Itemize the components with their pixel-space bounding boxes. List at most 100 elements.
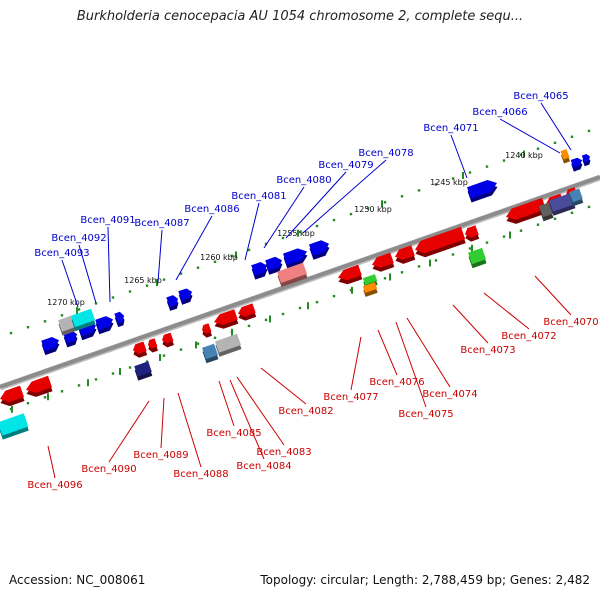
gene-body	[114, 311, 124, 324]
label-leader	[244, 202, 260, 261]
track-dot	[315, 224, 319, 228]
track-dot	[553, 217, 557, 220]
track-dot	[43, 320, 47, 323]
label-leader	[302, 159, 387, 234]
gene-body	[95, 316, 113, 331]
reverse-gene	[395, 245, 416, 264]
gene-body	[372, 252, 394, 268]
gene-body	[133, 341, 147, 354]
label-leader	[263, 186, 305, 249]
gene-body	[202, 323, 212, 334]
gene-body	[415, 226, 466, 254]
reverse-gene	[26, 375, 53, 397]
label-leader	[483, 292, 530, 330]
orange-small-gene	[362, 282, 378, 297]
gene-body	[277, 262, 307, 283]
forward-gene	[251, 262, 268, 280]
reverse-gene	[372, 252, 395, 272]
track-dot	[111, 296, 115, 299]
gene-label-reverse: Bcen_4077	[323, 392, 378, 403]
cyan-gene	[0, 413, 29, 440]
forward-gene	[166, 295, 179, 311]
track-dot	[281, 236, 285, 240]
forward-gene	[95, 316, 114, 335]
gene-body	[134, 361, 152, 377]
gene-label-reverse: Bcen_4096	[27, 480, 82, 491]
track-dot	[485, 165, 489, 168]
gene-body	[581, 154, 590, 163]
gene-label-reverse: Bcen_4084	[236, 461, 291, 472]
track-dot	[196, 342, 200, 345]
label-leader	[452, 304, 489, 344]
reverse-gene	[0, 385, 25, 407]
gene-body	[395, 245, 415, 260]
label-leader	[218, 380, 235, 427]
track-dot	[570, 135, 574, 138]
track-dot	[553, 141, 557, 144]
gene-label-reverse: Bcen_4089	[133, 450, 188, 461]
forward-gene	[178, 288, 193, 305]
reverse-gene	[202, 323, 212, 338]
forward-gene	[467, 180, 498, 203]
forward-gene	[78, 322, 97, 341]
gene-label-forward: Bcen_4080	[276, 175, 331, 186]
label-leader	[534, 275, 572, 316]
label-leader	[350, 336, 362, 391]
gene-body	[506, 197, 546, 220]
reverse-gene	[506, 197, 547, 224]
forward-gene	[309, 240, 330, 260]
gene-body	[465, 225, 479, 238]
track-dot	[77, 384, 81, 387]
gene-body	[468, 247, 486, 265]
track-dot	[213, 336, 217, 339]
map-title: Burkholderia cenocepacia AU 1054 chromos…	[76, 9, 524, 24]
orange-gene	[560, 149, 570, 164]
track-dot	[145, 284, 149, 287]
gene-body	[539, 202, 553, 218]
track-dot	[451, 253, 455, 256]
track-dot	[434, 259, 438, 262]
track-dot	[502, 159, 506, 162]
label-leader	[160, 397, 165, 449]
genome-backbone	[0, 175, 600, 389]
reverse-gene	[238, 303, 257, 321]
gene-label-reverse: Bcen_4073	[460, 345, 515, 356]
track-dot	[213, 260, 217, 263]
navy-small-gene	[134, 361, 153, 381]
label-leader	[406, 317, 451, 388]
navy-box-gene	[549, 192, 576, 216]
track-dot	[587, 129, 591, 133]
reverse-gene	[465, 225, 480, 242]
track-dot	[179, 272, 183, 275]
scale-tick-label: 1255 kbp	[277, 229, 315, 238]
label-leader	[61, 259, 79, 308]
gene-body	[162, 332, 174, 344]
gene-body	[214, 309, 238, 325]
gene-label-forward: Bcen_4081	[231, 191, 286, 202]
label-leader	[175, 215, 213, 281]
track-dot	[60, 390, 64, 393]
track-dot	[485, 241, 489, 244]
track-dot	[417, 265, 421, 268]
gene-label-forward: Bcen_4071	[423, 123, 478, 134]
track-dot	[26, 326, 30, 329]
gene-label-forward: Bcen_4066	[472, 107, 527, 118]
track-dot	[383, 201, 387, 204]
gene-label-reverse: Bcen_4074	[422, 389, 477, 400]
gene-body	[283, 248, 307, 265]
gene-body	[265, 256, 282, 271]
gene-body	[338, 264, 362, 281]
gene-label-reverse: Bcen_4072	[501, 331, 556, 342]
green-gene	[468, 247, 487, 269]
label-leader	[47, 445, 56, 479]
scale-tick-label: 1265 kbp	[124, 276, 162, 285]
track-dot	[519, 153, 523, 156]
track-dot	[60, 314, 64, 317]
reverse-gene	[148, 338, 158, 353]
steel-small-gene	[202, 343, 219, 364]
track-dot	[43, 396, 47, 399]
label-leader	[377, 329, 398, 376]
gene-label-forward: Bcen_4086	[184, 204, 239, 215]
scale-tick-label: 1250 kbp	[354, 205, 392, 214]
track-dot	[162, 354, 166, 357]
